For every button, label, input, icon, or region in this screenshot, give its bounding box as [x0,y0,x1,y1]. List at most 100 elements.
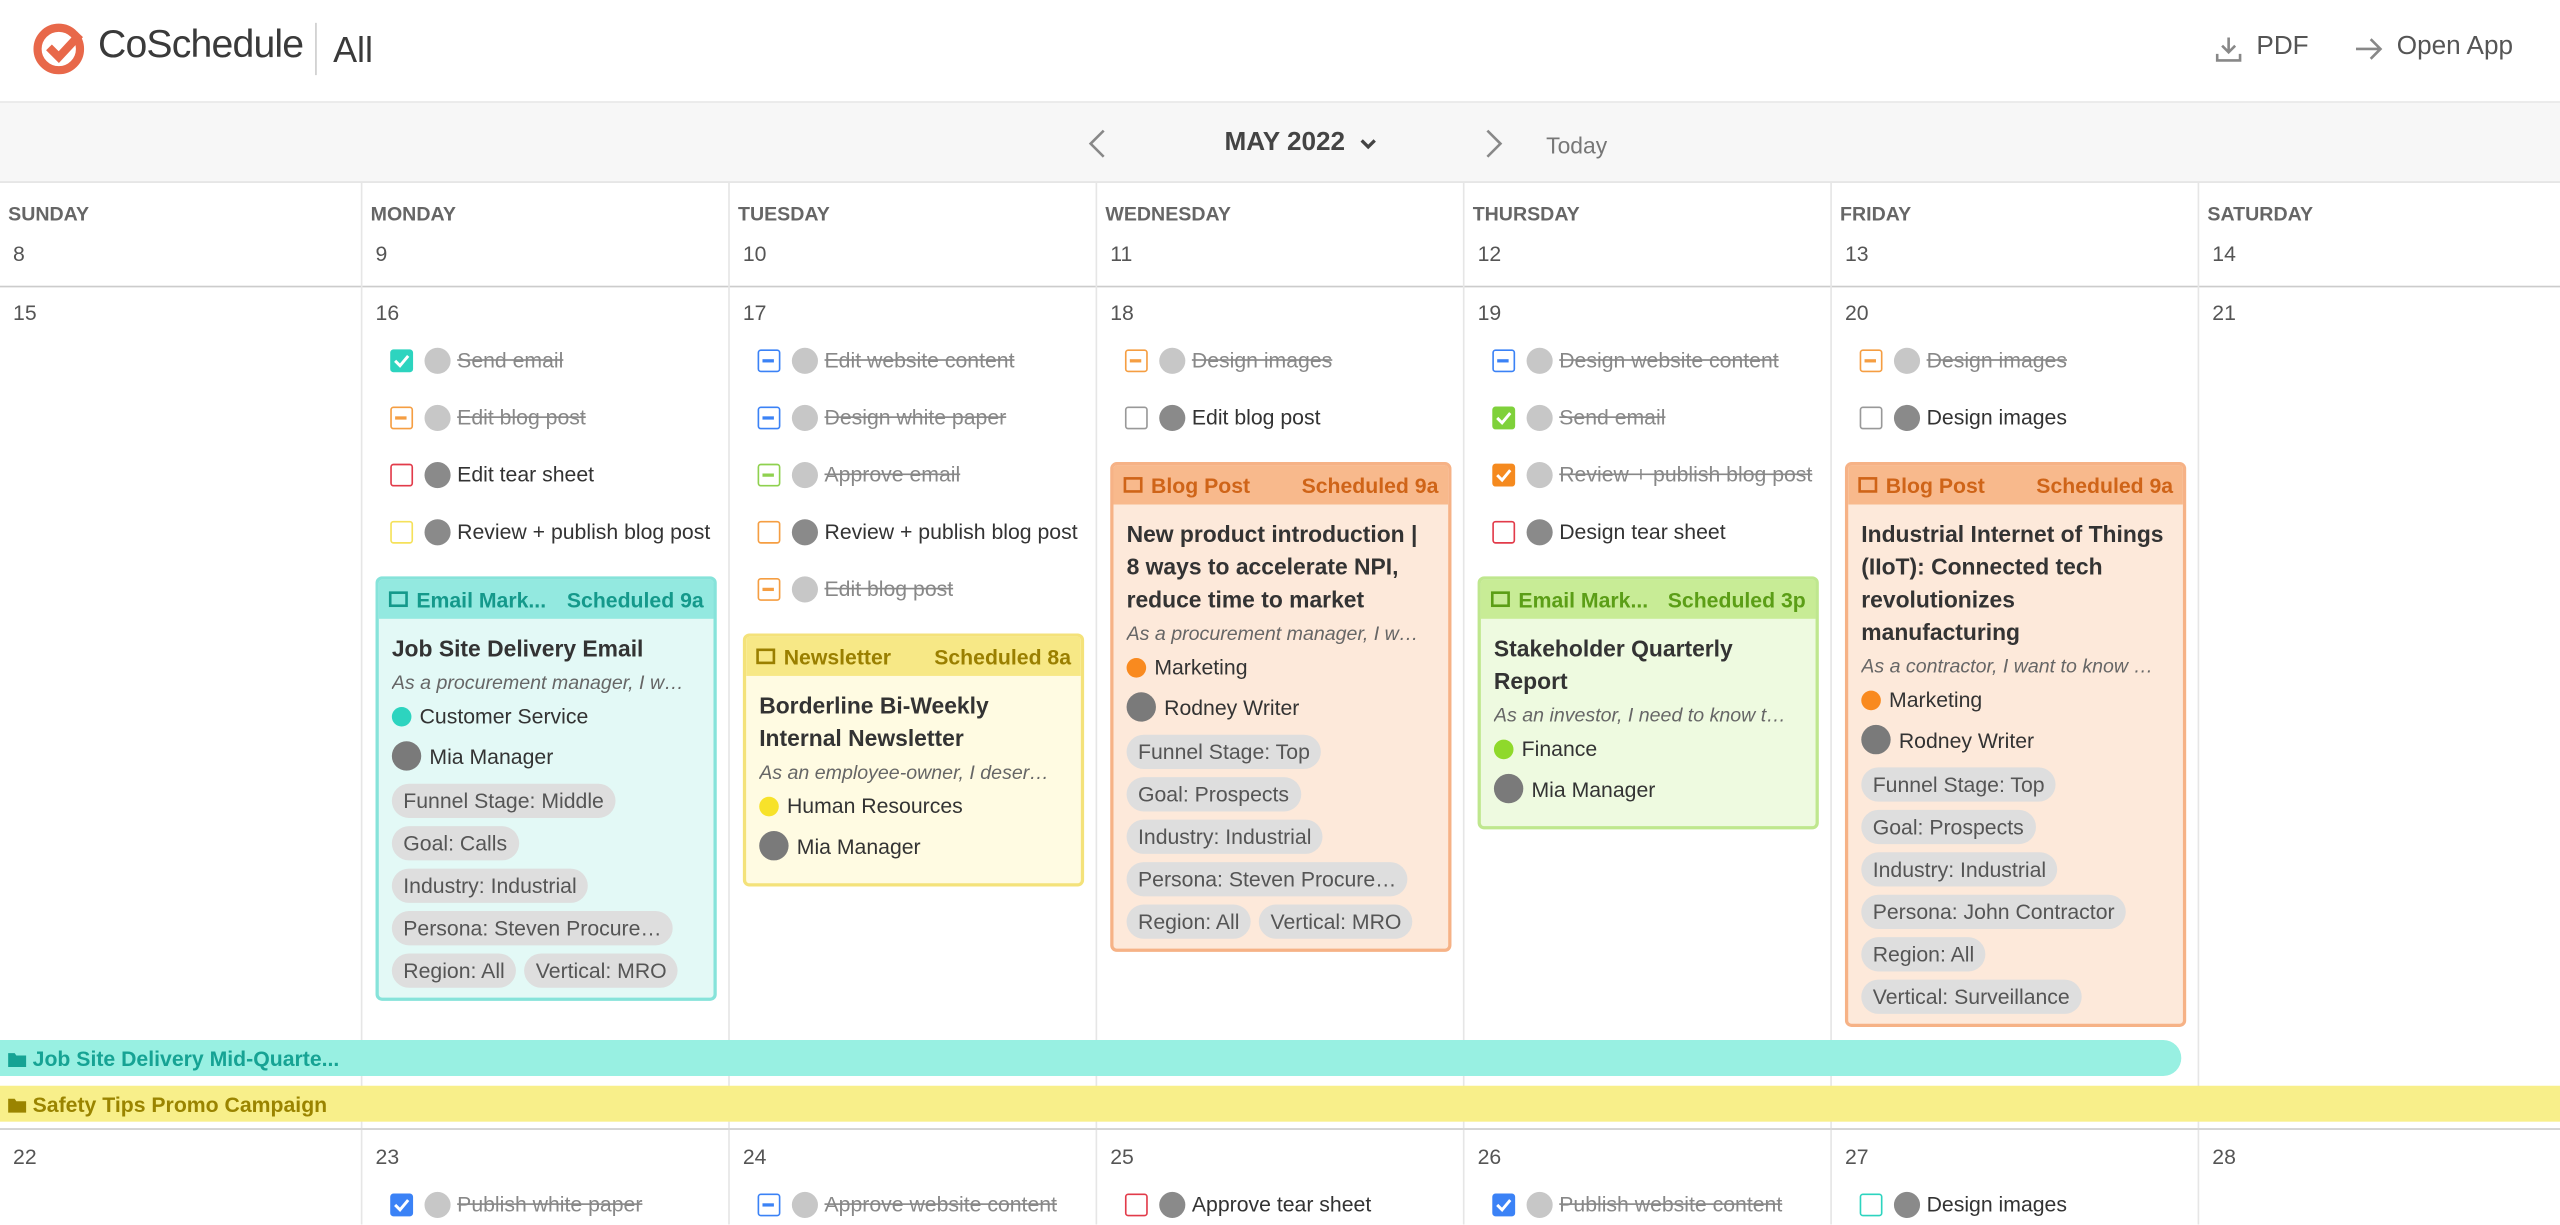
task-checkbox[interactable] [757,520,781,544]
row-divider [0,285,2560,288]
task-checkbox[interactable] [757,577,781,601]
next-button[interactable] [1482,127,1505,160]
task-checkbox[interactable] [1859,1193,1883,1217]
tag: Persona: John Contractor [1861,894,2127,930]
separator [315,22,317,76]
task[interactable]: Publish website content [1482,1191,1813,1225]
content-card[interactable]: Email Mark... Scheduled 3p Stakeholder Qua… [1477,576,1819,830]
task-checkbox[interactable] [1492,463,1516,487]
task[interactable]: Edit blog post [380,404,711,462]
month-nav: MAY 2022 Today [0,102,2560,183]
task-checkbox[interactable] [1492,1193,1516,1217]
task[interactable]: Design images [1115,347,1446,405]
weekday-name: SUNDAY [8,202,90,226]
task[interactable]: Design images [1850,347,2181,405]
task-checkbox[interactable] [1492,520,1516,544]
task-checkbox[interactable] [1492,349,1516,373]
type-icon [1123,477,1143,493]
task-title: Approve email [824,462,961,487]
open-app-button[interactable]: Open App [2396,32,2514,61]
task[interactable]: Design images [1850,1191,2181,1225]
weekday-date: 14 [2212,241,2236,267]
task-checkbox[interactable] [757,349,781,373]
task-checkbox[interactable] [1492,406,1516,430]
task[interactable]: Edit blog post [1115,404,1446,462]
task-checkbox[interactable] [390,520,414,544]
card-owner: Mia Manager [1493,773,1803,804]
task[interactable]: Design website content [1482,347,1813,405]
task-checkbox[interactable] [390,463,414,487]
task-checkbox[interactable] [1859,406,1883,430]
task[interactable]: Review + publish blog post [748,519,1079,576]
pdf-button[interactable]: PDF [2256,32,2309,61]
task[interactable]: Edit blog post [748,576,1079,633]
task[interactable]: Approve tear sheet [1115,1191,1446,1225]
task[interactable]: Approve email [748,462,1079,519]
task-checkbox[interactable] [757,463,781,487]
weekday-cell: MONDAY 9 [360,182,728,286]
month-label[interactable]: MAY 2022 [1224,128,1346,157]
owner-avatar [1861,724,1891,755]
task-checkbox[interactable] [390,349,414,373]
task-checkbox[interactable] [1124,1193,1148,1217]
day-number: 28 [2212,1144,2236,1170]
card-owner: Mia Manager [759,831,1068,861]
weekday-name: MONDAY [370,202,456,226]
task-checkbox[interactable] [1859,349,1883,373]
task[interactable]: Review + publish blog post [1482,462,1813,519]
card-tags: Funnel Stage: Middle Goal: Calls Industry:… [391,783,701,988]
day-items: Approve website content [748,1191,1079,1225]
today-button[interactable]: Today [1546,132,1608,159]
task[interactable]: Edit website content [748,347,1079,405]
task[interactable]: Edit tear sheet [380,462,711,519]
card-head: Blog Post Scheduled 9a [1848,465,2183,505]
content-card[interactable]: Blog Post Scheduled 9a Industrial Internet… [1844,462,2187,1027]
card-title: Job Site Delivery Email [391,635,644,662]
task-checkbox[interactable] [757,406,781,430]
task[interactable]: Publish white paper [380,1191,711,1225]
day-number: 18 [1110,300,1134,325]
campaign-bar[interactable]: Safety Tips Promo Campaign [0,1085,2560,1122]
task-checkbox[interactable] [1124,349,1148,373]
task-checkbox[interactable] [390,406,414,430]
prev-button[interactable] [1086,127,1109,160]
card-title: Borderline Bi-Weekly Internal Newsletter [759,692,989,752]
task[interactable]: Design images [1850,404,2181,462]
task-checkbox[interactable] [1124,406,1148,430]
dash [1864,359,1876,362]
check [1496,1199,1512,1213]
task-title: Publish white paper [457,1191,643,1217]
day-items: Design images Design images Blog Post Sched… [1844,347,2187,1040]
task-title: Send email [457,347,564,373]
task-title: Approve tear sheet [1191,1191,1372,1217]
day-number: 19 [1477,300,1502,325]
tag: Funnel Stage: Top [1861,767,2057,802]
task[interactable]: Design white paper [748,404,1079,462]
card-body: Industrial Internet of Things (IIoT): Co… [1848,505,2183,1024]
tag: Industry: Industrial [391,868,589,903]
task[interactable]: Send email [1482,404,1813,462]
content-card[interactable]: Email Mark... Scheduled 9a Job Site Delive… [375,576,717,1001]
team-name: Marketing [1154,654,1248,680]
content-card[interactable]: Blog Post Scheduled 9a New product introdu… [1110,462,1452,952]
campaign-bar[interactable]: Job Site Delivery Mid-Quarte... [0,1040,2182,1076]
content-card[interactable]: Newsletter Scheduled 8a Borderline Bi-Week… [742,633,1085,887]
task[interactable]: Approve website content [748,1191,1079,1225]
card-title: New product introduction | 8 ways to acc… [1126,520,1418,613]
task[interactable]: Send email [380,347,711,405]
task-checkbox[interactable] [757,1193,781,1217]
tag: Industry: Industrial [1861,852,2058,887]
task-checkbox[interactable] [390,1193,414,1217]
task-title: Design tear sheet [1559,519,1726,544]
team-dot [1493,738,1514,759]
campaign-name: Safety Tips Promo Campaign [32,1091,328,1116]
task[interactable]: Review + publish blog post [380,519,711,576]
weekday-date: 12 [1477,241,1502,267]
card-team: Marketing [1126,654,1436,680]
avatar [1893,404,1921,432]
task[interactable]: Design tear sheet [1482,519,1813,576]
card-owner: Rodney Writer [1861,724,2170,755]
card-type: Email Mark... [388,587,546,611]
